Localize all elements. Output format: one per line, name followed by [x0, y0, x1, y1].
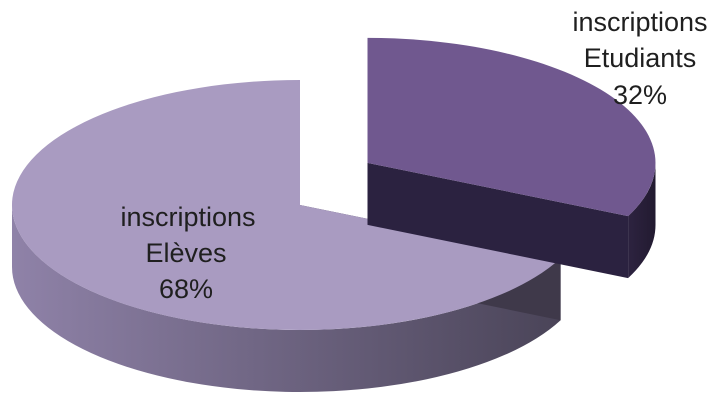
slice-etudiants-side [628, 162, 656, 279]
data-label-eleves-percent: 68% [159, 274, 213, 304]
slice-eleves-top [11, 80, 561, 331]
slice-etudiants [367, 37, 656, 279]
slice-eleves-side [12, 205, 561, 392]
slice-eleves [11, 80, 561, 392]
data-label-eleves: inscriptions Elèves 68% [120, 202, 255, 304]
data-label-etudiants: inscriptions Etudiants 32% [572, 7, 707, 110]
data-label-etudiants-name-line2: Etudiants [584, 43, 697, 73]
data-label-etudiants-percent: 32% [613, 80, 667, 110]
slice-etudiants-top [367, 37, 656, 217]
data-label-etudiants-name-line1: inscriptions [572, 7, 707, 37]
slice-etudiants-cut-face [367, 162, 629, 279]
data-label-eleves-name-line2: Elèves [145, 238, 226, 268]
data-label-eleves-name-line1: inscriptions [120, 202, 255, 232]
